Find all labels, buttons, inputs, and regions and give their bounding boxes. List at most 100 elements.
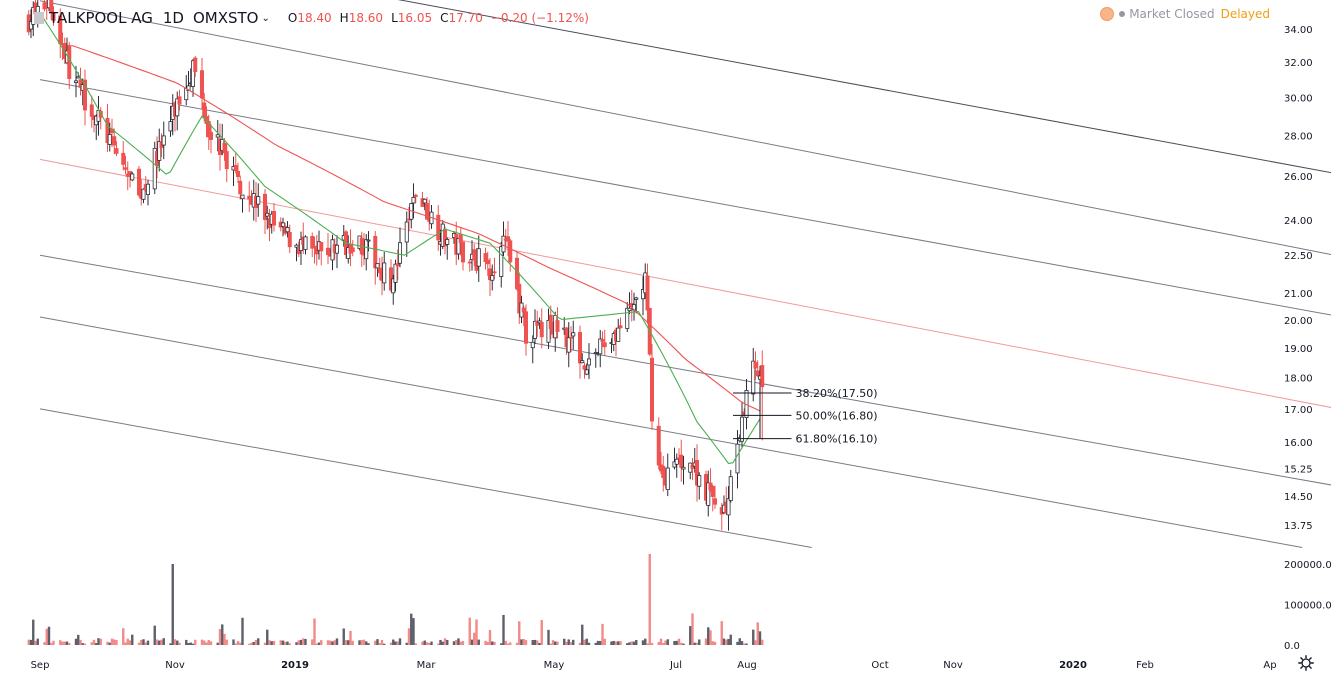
candle-body <box>287 231 292 248</box>
candle-body <box>537 320 542 324</box>
volume-bar <box>695 642 699 645</box>
volume-bar <box>124 642 127 645</box>
volume-bar <box>392 639 395 645</box>
channel-line-2 <box>39 79 1331 316</box>
candle-body <box>285 227 290 233</box>
candle-body <box>186 85 191 91</box>
candle-body <box>539 322 544 338</box>
candle-body <box>175 98 180 117</box>
volume-bar <box>565 641 568 645</box>
volume-bar <box>691 613 694 645</box>
volume-bar <box>596 640 600 645</box>
time-tick-label: May <box>544 660 565 671</box>
volume-bar <box>74 638 78 645</box>
interval-label[interactable]: 1D <box>162 9 184 27</box>
candle-body <box>240 194 245 200</box>
volume-bar <box>108 642 111 645</box>
candle-body <box>296 248 301 255</box>
moving-averages <box>39 12 761 465</box>
volume-bar <box>520 639 523 645</box>
candle-body <box>161 135 166 146</box>
volume-bar <box>414 643 417 645</box>
volume-bar <box>223 633 226 645</box>
candle-body <box>177 96 182 105</box>
volume-bar <box>173 639 177 645</box>
open-value: 18.40 <box>297 11 332 25</box>
candle-body <box>224 151 229 170</box>
volume-bar <box>144 642 147 645</box>
volume-bar <box>441 641 444 645</box>
candle-body <box>501 235 506 253</box>
volume-bar <box>380 639 384 645</box>
candle-body <box>193 57 198 72</box>
candle-body <box>695 460 700 486</box>
volume-bar <box>153 625 156 645</box>
volume-bar <box>612 640 615 645</box>
volume-bar <box>142 639 145 645</box>
low-value: 16.05 <box>397 11 433 25</box>
candle-body <box>145 183 150 195</box>
candle-body <box>735 443 740 474</box>
exchange-label[interactable]: OMXSTO <box>192 9 259 27</box>
volume-bar <box>720 621 723 645</box>
candle-body <box>238 180 243 195</box>
time-axis[interactable]: Sep Nov 2019 Mar May Jul Aug Oct Nov 2020 Feb Ap <box>31 660 1277 671</box>
candle-body <box>411 196 416 204</box>
time-tick-label: Mar <box>417 660 437 671</box>
volume-bar <box>599 640 602 645</box>
volume-bar <box>547 629 550 645</box>
volume-bar <box>477 639 480 645</box>
volume-bar <box>632 641 636 645</box>
volume-bar <box>61 641 64 645</box>
chevron-down-icon[interactable]: ⌄ <box>261 12 270 24</box>
volume-bar <box>657 641 660 645</box>
volume-bar <box>344 640 348 645</box>
candle-body <box>584 369 589 375</box>
candle-body <box>706 482 711 506</box>
volume-bar <box>189 642 192 645</box>
fib-label-0: 38.20%(17.50) <box>796 387 878 400</box>
volume-bar <box>169 643 172 645</box>
volume-bar <box>34 640 37 645</box>
volume-bar <box>641 640 645 645</box>
volume-bar <box>162 638 165 645</box>
candle-body <box>505 236 510 242</box>
volume-bar <box>137 642 141 645</box>
candle-body <box>413 194 418 197</box>
candle-body <box>215 134 220 138</box>
candle-body <box>580 360 585 364</box>
candle-body <box>436 214 441 241</box>
symbol-name[interactable]: TALKPOOL AG <box>49 9 153 27</box>
volume-bar <box>286 641 289 645</box>
gear-icon[interactable] <box>1298 655 1314 671</box>
candle-body <box>602 342 607 348</box>
volume-bar <box>302 638 305 645</box>
volume-bar <box>569 641 573 645</box>
volume-bar <box>295 642 298 645</box>
volume-bar <box>452 641 456 645</box>
symbol-header[interactable]: TALKPOOL AG 1D OMXSTO ⌄ O18.40 H18.60 L1… <box>0 6 589 30</box>
volume-bar <box>644 638 647 645</box>
price-tick-label: 17.00 <box>1284 405 1313 416</box>
candle-body <box>600 339 605 342</box>
volume-bar <box>536 640 539 645</box>
candle-body <box>233 165 238 172</box>
volume-bar <box>461 641 465 645</box>
delayed-label[interactable]: Delayed <box>1220 7 1270 21</box>
volume-bar <box>549 643 552 645</box>
candle-body <box>665 467 670 491</box>
candle-body <box>256 196 261 205</box>
volume-bar <box>689 626 692 645</box>
price-axis[interactable]: 13.75 14.50 15.25 16.00 17.00 18.00 19.00 20.00… <box>1284 25 1313 532</box>
candle-body <box>627 307 632 312</box>
volume-bar <box>693 642 696 645</box>
volume-bar <box>572 639 575 645</box>
volume-bars <box>27 553 764 645</box>
volume-bar <box>506 643 510 645</box>
volume-bar <box>756 622 759 645</box>
volume-bar <box>315 643 318 645</box>
candle-body <box>105 117 110 144</box>
volume-bar <box>484 640 487 645</box>
volume-bar <box>698 639 701 645</box>
